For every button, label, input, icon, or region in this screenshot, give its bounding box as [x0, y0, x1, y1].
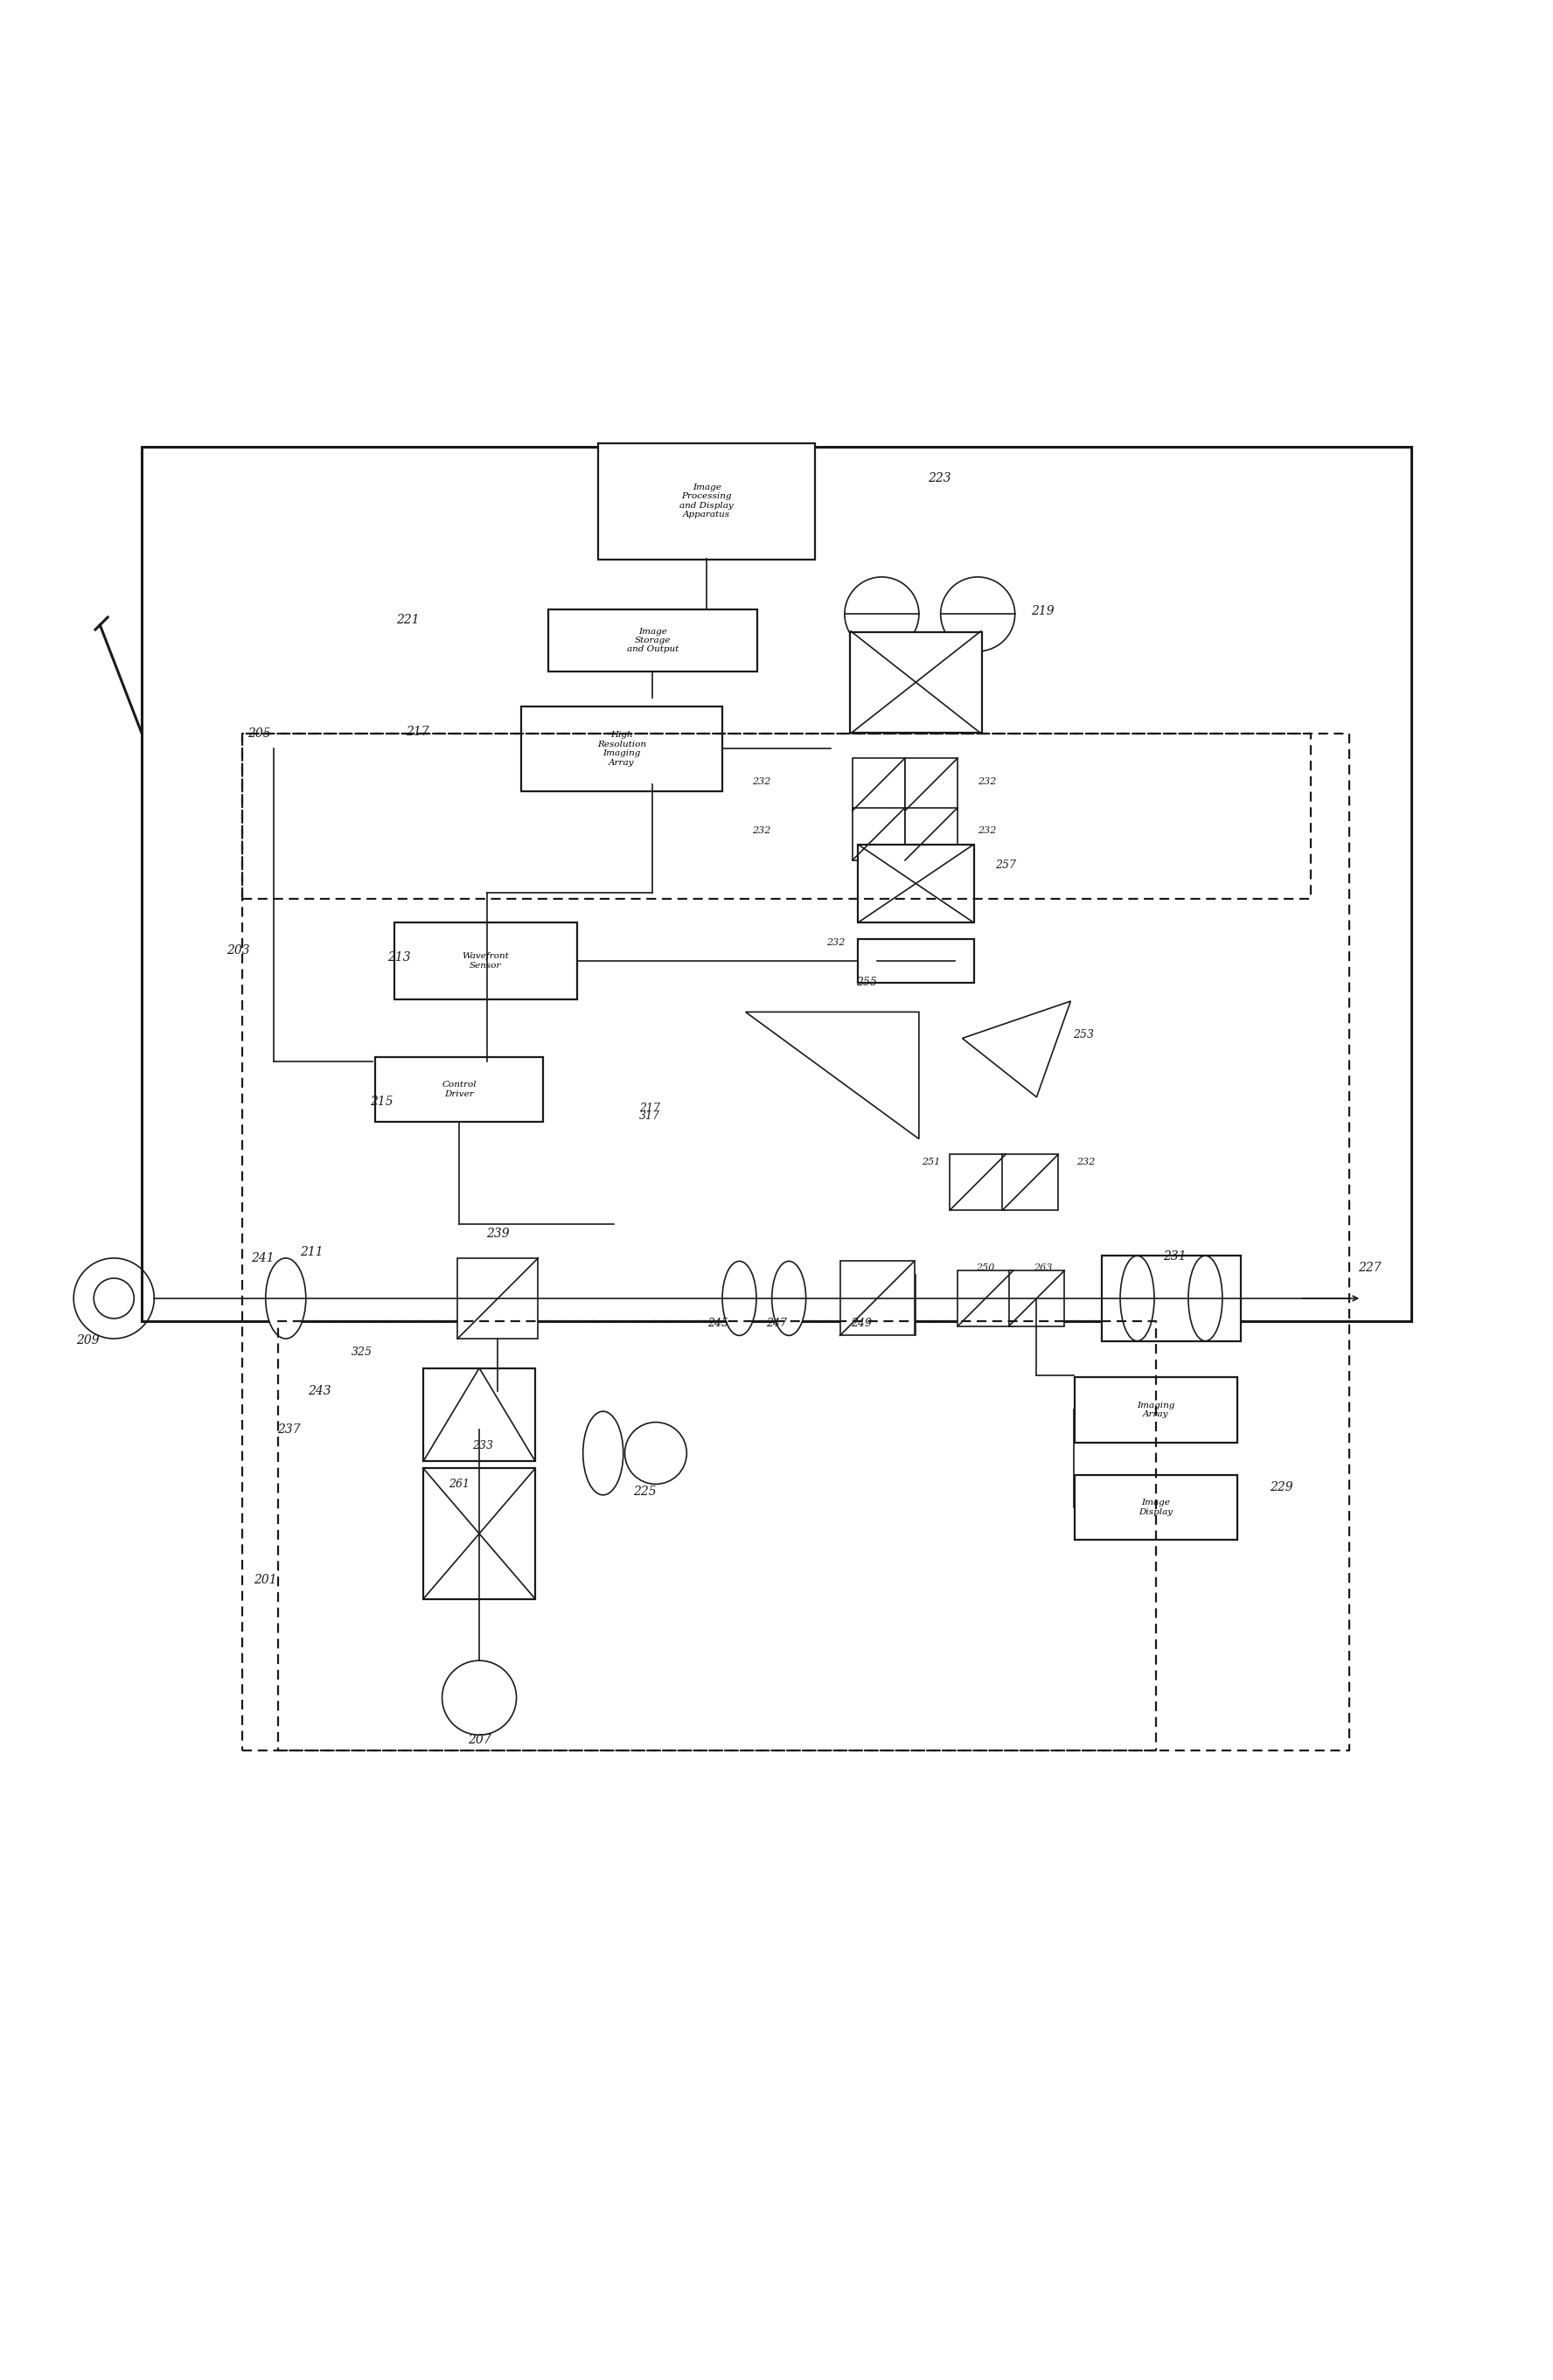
- Text: 232: 232: [752, 776, 770, 785]
- Bar: [958, 1271, 1014, 1326]
- Bar: [857, 845, 974, 921]
- Text: 209: 209: [76, 1335, 99, 1347]
- Bar: [905, 759, 958, 812]
- Text: 250: 250: [977, 1264, 995, 1271]
- Text: Wavefront
Sensor: Wavefront Sensor: [461, 952, 509, 969]
- Text: 237: 237: [276, 1423, 300, 1435]
- Text: Image
Processing
and Display
Apparatus: Image Processing and Display Apparatus: [680, 483, 735, 519]
- Text: 249: 249: [851, 1319, 873, 1328]
- Text: 232: 232: [1076, 1157, 1095, 1166]
- Bar: [598, 443, 815, 559]
- Bar: [548, 609, 758, 671]
- Text: 223: 223: [927, 471, 950, 483]
- Text: 207: 207: [467, 1733, 491, 1745]
- Text: 261: 261: [449, 1478, 469, 1490]
- Ellipse shape: [1120, 1257, 1154, 1340]
- Bar: [522, 707, 722, 793]
- Bar: [141, 447, 1412, 1321]
- Text: 201: 201: [255, 1573, 278, 1585]
- Bar: [1101, 1257, 1241, 1340]
- Bar: [1075, 1378, 1238, 1442]
- Text: 217: 217: [638, 1102, 660, 1114]
- Text: 219: 219: [1031, 605, 1054, 616]
- Bar: [905, 807, 958, 859]
- Ellipse shape: [266, 1259, 306, 1338]
- Bar: [857, 940, 974, 983]
- Text: 233: 233: [472, 1440, 492, 1452]
- Text: 255: 255: [856, 976, 877, 988]
- Text: 205: 205: [248, 728, 272, 740]
- Text: 263: 263: [1033, 1264, 1051, 1271]
- Text: 245: 245: [707, 1319, 728, 1328]
- Text: 232: 232: [978, 826, 997, 835]
- Text: 247: 247: [766, 1319, 787, 1328]
- Text: Image
Storage
and Output: Image Storage and Output: [627, 628, 679, 654]
- Text: 251: 251: [922, 1157, 941, 1166]
- Text: 225: 225: [634, 1485, 657, 1497]
- Bar: [424, 1368, 534, 1461]
- Bar: [458, 1259, 537, 1338]
- Ellipse shape: [722, 1261, 756, 1335]
- Ellipse shape: [772, 1261, 806, 1335]
- Text: Control
Driver: Control Driver: [441, 1081, 477, 1097]
- Bar: [853, 807, 905, 859]
- Text: 203: 203: [227, 945, 250, 957]
- Text: 221: 221: [396, 614, 419, 626]
- Text: 213: 213: [387, 952, 410, 964]
- Text: 257: 257: [995, 859, 1016, 871]
- Bar: [853, 759, 905, 812]
- Text: Imaging
Array: Imaging Array: [1137, 1402, 1174, 1418]
- Text: 241: 241: [252, 1252, 275, 1264]
- Text: 325: 325: [351, 1347, 373, 1359]
- Bar: [1009, 1271, 1064, 1326]
- Text: 227: 227: [1357, 1261, 1381, 1273]
- Bar: [1003, 1154, 1058, 1209]
- Ellipse shape: [1188, 1257, 1222, 1340]
- Bar: [424, 1468, 534, 1599]
- Text: High
Resolution
Imaging
Array: High Resolution Imaging Array: [598, 731, 646, 766]
- Text: 253: 253: [1073, 1031, 1093, 1040]
- Bar: [840, 1261, 915, 1335]
- Text: 232: 232: [752, 826, 770, 835]
- Text: Image
Display: Image Display: [1138, 1499, 1173, 1516]
- Bar: [394, 921, 576, 1000]
- Text: 232: 232: [826, 938, 845, 947]
- Text: 211: 211: [300, 1245, 323, 1259]
- Text: 229: 229: [1269, 1480, 1292, 1492]
- Bar: [376, 1057, 542, 1121]
- Bar: [1075, 1476, 1238, 1540]
- Bar: [849, 633, 981, 733]
- Ellipse shape: [582, 1411, 623, 1495]
- Text: 215: 215: [370, 1095, 393, 1107]
- Text: 243: 243: [307, 1385, 331, 1397]
- Bar: [950, 1154, 1006, 1209]
- Text: 232: 232: [978, 776, 997, 785]
- Text: 239: 239: [486, 1228, 509, 1240]
- Text: 231: 231: [1163, 1250, 1186, 1264]
- Text: 317: 317: [638, 1109, 660, 1121]
- Text: 217: 217: [405, 726, 429, 738]
